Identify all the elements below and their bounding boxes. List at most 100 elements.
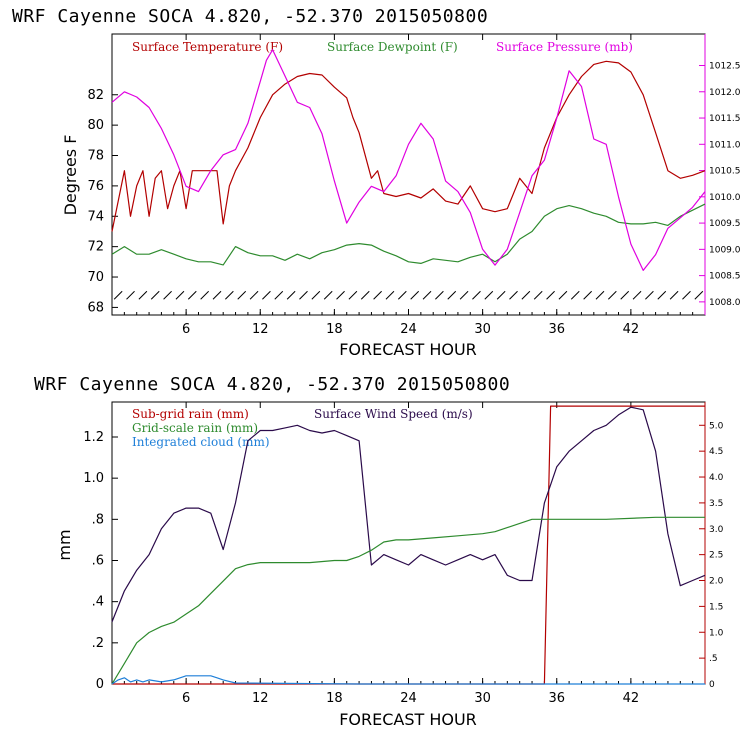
x-tick-label: 30 xyxy=(474,322,491,337)
y-tick-label: 76 xyxy=(87,179,104,194)
wind-barb xyxy=(249,290,259,300)
legend-grid-scale-rain: Grid-scale rain (mm) xyxy=(132,421,258,435)
x-tick-label: 36 xyxy=(548,322,565,337)
wind-barb xyxy=(484,290,494,300)
wind-barb xyxy=(373,290,382,300)
panel-1-frame xyxy=(111,33,706,316)
panel-1-xlabel: FORECAST HOUR xyxy=(339,340,477,359)
series-surface-wind-speed-m-s xyxy=(111,406,706,623)
y2-tick-label: 1012.0 xyxy=(709,88,740,98)
y-tick-label: .4 xyxy=(92,595,104,610)
wind-barb xyxy=(607,290,617,300)
wind-barb xyxy=(669,290,679,300)
x-tick-label: 24 xyxy=(400,322,417,337)
wind-barb xyxy=(212,290,222,300)
wind-barbs xyxy=(113,290,704,300)
y-tick-label: .6 xyxy=(92,553,104,568)
y2-tick-label: 1009.0 xyxy=(709,245,740,255)
y2-tick-label: 1011.5 xyxy=(709,114,740,124)
wind-barb xyxy=(472,290,481,300)
wind-barb xyxy=(447,290,457,300)
temperature-panel: WRF Cayenne SOCA 4.820, -52.370 20150508… xyxy=(12,6,740,359)
panel-2-series xyxy=(111,405,706,685)
wind-barb xyxy=(200,290,210,300)
series-grid-scale-rain-mm xyxy=(111,516,705,685)
wind-barb xyxy=(163,290,172,300)
wind-barb xyxy=(286,290,296,300)
y-tick-label: .2 xyxy=(92,636,104,651)
series-surface-temperature-f xyxy=(111,60,706,232)
y2-tick-label: 1010.5 xyxy=(709,167,740,177)
wind-barb xyxy=(435,290,444,300)
panel-2-y2-ticks: 0 .5 1.0 1.5 2.0 2.5 3.0 3.5 4.0 4.5 5.0 xyxy=(699,421,724,690)
wind-barb xyxy=(299,290,308,300)
wind-barb xyxy=(645,290,654,300)
x-tick-label: 42 xyxy=(623,322,640,337)
wind-barb xyxy=(459,290,469,300)
x-tick-label: 6 xyxy=(182,322,190,337)
y-tick-label: 78 xyxy=(87,149,104,164)
y2-tick-label: 2.5 xyxy=(709,551,723,561)
legend-surface-temperature: Surface Temperature (F) xyxy=(132,40,283,54)
series-integrated-cloud-mm xyxy=(111,675,705,685)
y2-tick-label: 4.0 xyxy=(709,473,724,483)
y2-tick-label: 1011.0 xyxy=(709,140,740,150)
x-tick-label: 36 xyxy=(548,691,565,706)
y2-tick-label: 1.0 xyxy=(709,628,724,638)
wind-barb xyxy=(323,290,333,300)
legend-surface-pressure: Surface Pressure (mb) xyxy=(496,40,633,54)
wind-barb xyxy=(583,290,592,300)
panel-1-y-ticks: 68 70 72 74 76 78 80 82 xyxy=(87,88,118,315)
y2-tick-label: 4.5 xyxy=(709,447,723,457)
panel-1-ylabel: Degrees F xyxy=(61,135,80,216)
y2-tick-label: 5.0 xyxy=(709,421,724,431)
wind-barb xyxy=(262,290,271,300)
wind-barb xyxy=(595,290,605,300)
x-tick-label: 12 xyxy=(252,691,269,706)
x-tick-label: 30 xyxy=(474,691,491,706)
wind-barb xyxy=(138,290,148,300)
wind-barb xyxy=(694,290,704,300)
wind-barb xyxy=(274,290,284,300)
y2-tick-label: .5 xyxy=(709,654,718,664)
wind-barb xyxy=(410,290,420,300)
wind-barb xyxy=(360,290,370,300)
panel-2-title: WRF Cayenne SOCA 4.820, -52.370 20150508… xyxy=(34,374,510,395)
panel-2-xlabel: FORECAST HOUR xyxy=(339,710,477,729)
series-surface-dewpoint-f xyxy=(111,203,706,266)
wind-barb xyxy=(521,290,531,300)
y2-tick-label: 1009.5 xyxy=(709,219,740,229)
wind-barb xyxy=(657,290,667,300)
legend-subgrid-rain: Sub-grid rain (mm) xyxy=(132,407,249,421)
wind-barb xyxy=(237,290,247,300)
wind-barb xyxy=(311,290,321,300)
x-tick-label: 18 xyxy=(326,322,343,337)
wind-barb xyxy=(126,290,135,300)
wind-barb xyxy=(422,290,432,300)
wind-barb xyxy=(632,290,642,300)
x-tick-label: 6 xyxy=(182,691,190,706)
y-tick-label: 80 xyxy=(87,118,104,133)
wind-barb xyxy=(187,290,197,300)
x-tick-label: 24 xyxy=(400,691,417,706)
legend-surface-dewpoint: Surface Dewpoint (F) xyxy=(327,40,458,54)
y2-tick-label: 1010.0 xyxy=(709,193,740,203)
x-tick-label: 42 xyxy=(623,691,640,706)
legend-surface-wind-speed: Surface Wind Speed (m/s) xyxy=(314,407,473,421)
wind-barb xyxy=(348,290,358,300)
y-tick-label: 72 xyxy=(87,240,104,255)
wind-barb xyxy=(509,290,518,300)
y2-tick-label: 0 xyxy=(709,680,715,690)
y-tick-label: 1.2 xyxy=(83,430,104,445)
panel-1-title: WRF Cayenne SOCA 4.820, -52.370 20150508… xyxy=(12,6,488,27)
wind-barb xyxy=(397,290,407,300)
precipitation-panel: WRF Cayenne SOCA 4.820, -52.370 20150508… xyxy=(34,374,724,729)
y-tick-label: 74 xyxy=(87,209,104,224)
y-tick-label: 0 xyxy=(96,677,104,692)
panel-2-y-ticks: 0 .2 .4 .6 .8 1.0 1.2 xyxy=(83,430,118,692)
panel-2-ylabel: mm xyxy=(55,529,74,560)
wind-barb xyxy=(496,290,506,300)
y2-tick-label: 1012.5 xyxy=(709,62,740,72)
